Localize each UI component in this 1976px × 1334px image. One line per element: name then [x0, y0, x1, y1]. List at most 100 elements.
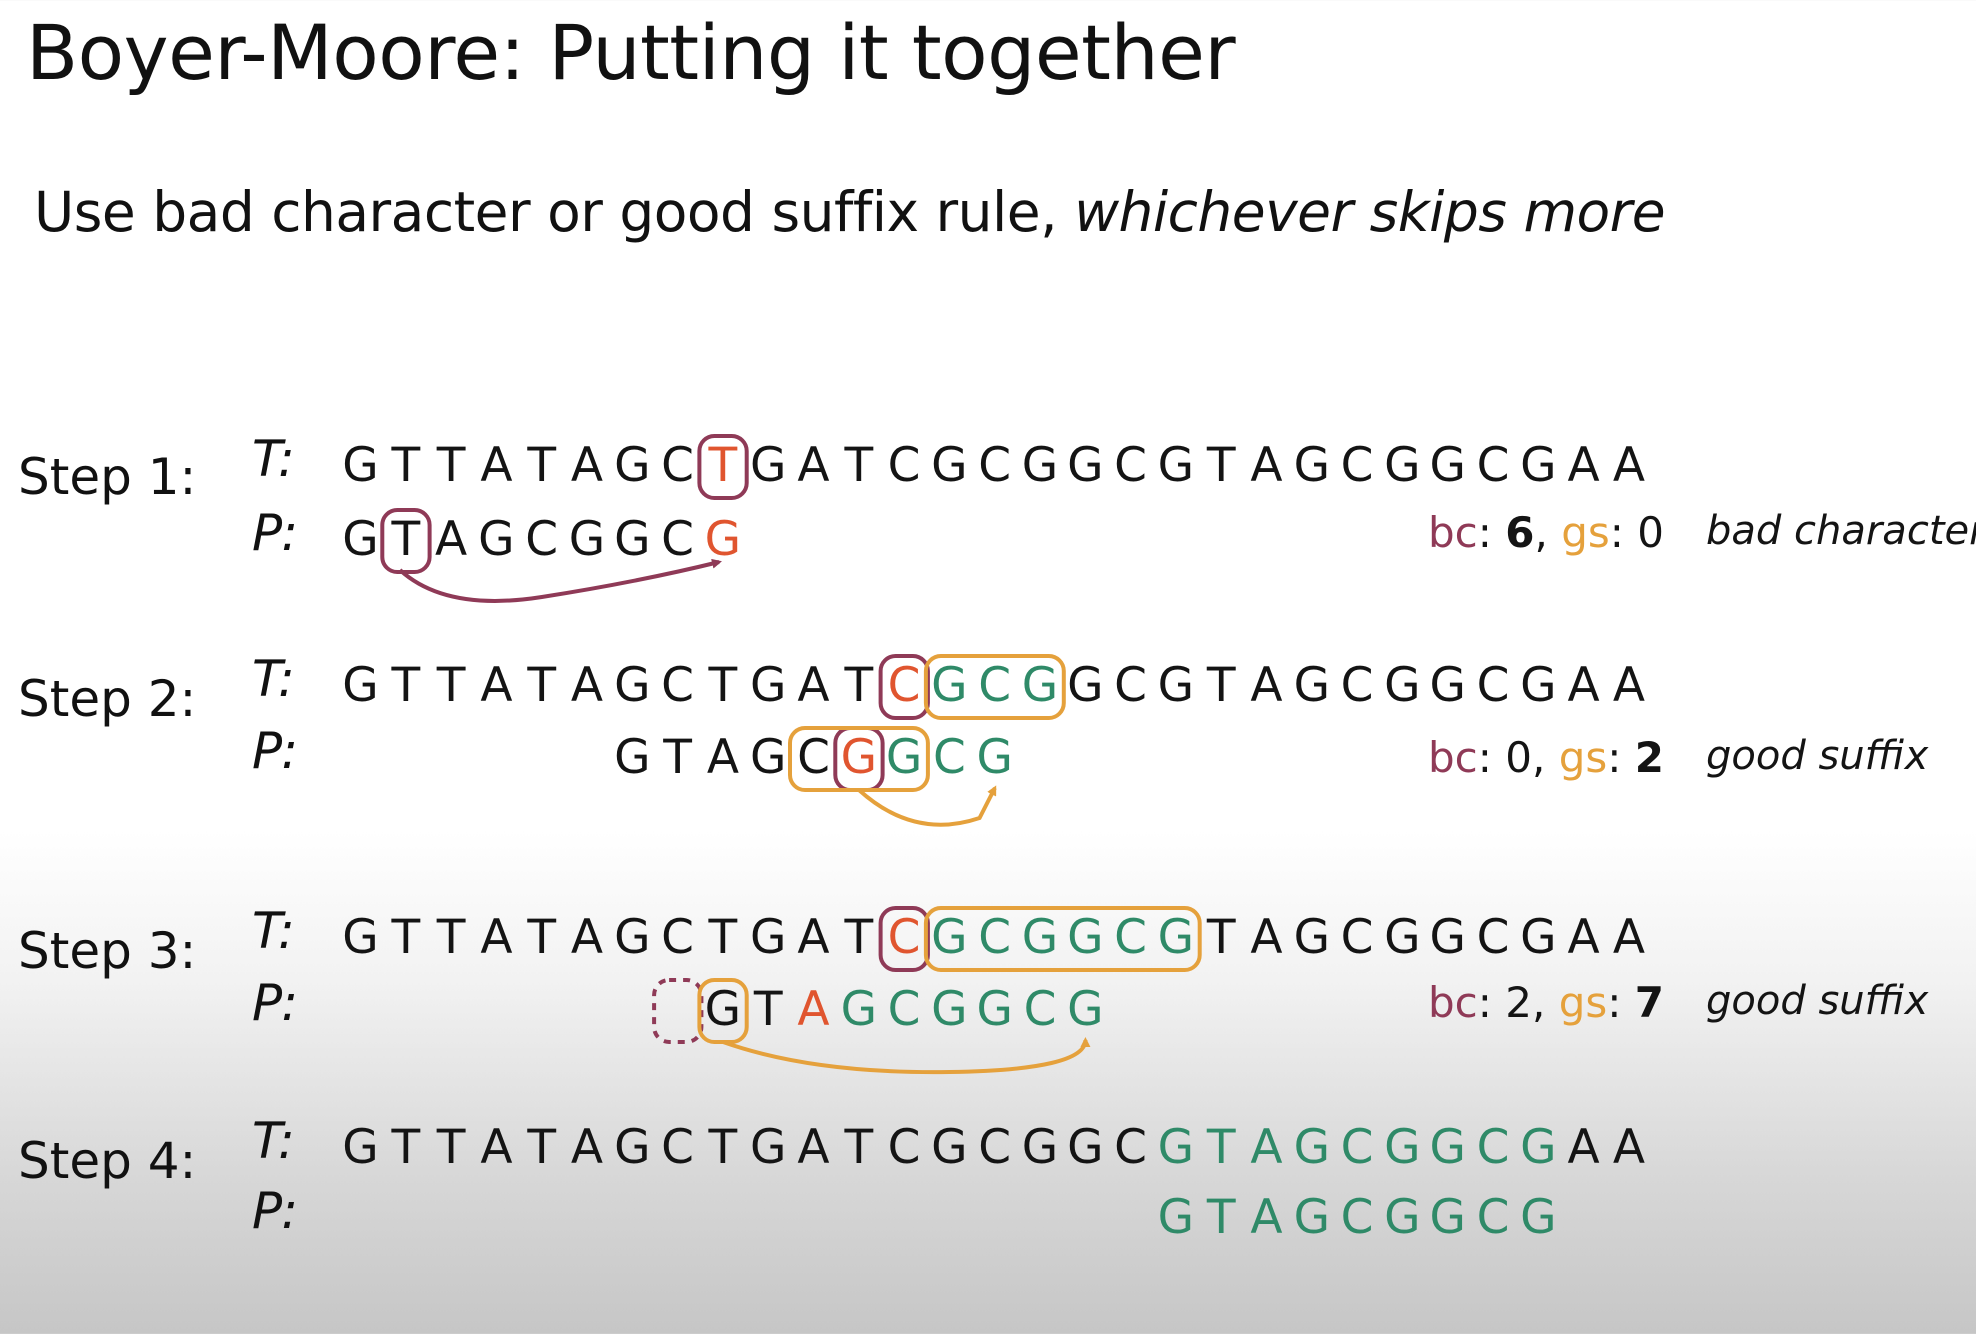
text-char: G [1067, 910, 1104, 965]
colon: : [1477, 978, 1506, 1027]
bc-label: bc [1427, 508, 1478, 557]
text-char: G [931, 658, 968, 713]
text-char: G [1157, 910, 1195, 965]
text-char: T [844, 658, 874, 713]
gs-label: gs [1561, 508, 1610, 557]
text-char: T [844, 438, 874, 493]
text-char: G [1293, 658, 1330, 713]
text-char: T [436, 1120, 466, 1175]
mismatch-text-box [878, 654, 930, 720]
text-char: G [1157, 438, 1195, 493]
text-char: G [1293, 1120, 1330, 1175]
pattern-char: C [525, 512, 559, 567]
text-char: A [1250, 1120, 1283, 1175]
text-char: T [708, 1120, 738, 1175]
text-char: G [342, 658, 379, 713]
bc-label: bc [1427, 733, 1478, 782]
text-char: T [391, 1120, 421, 1175]
text-char: G [1293, 438, 1330, 493]
step-label: Step 2: [18, 670, 197, 728]
text-char: C [887, 658, 921, 713]
text-char: T [1206, 658, 1236, 713]
chosen-rule: good suffix [1706, 978, 1929, 1024]
text-char: G [1520, 658, 1557, 713]
text-char: G [1157, 1120, 1195, 1175]
pattern-char: G [840, 730, 877, 785]
text-char: T [436, 910, 466, 965]
text-char: T [391, 910, 421, 965]
text-char: G [1067, 438, 1104, 493]
bc-label: bc [1427, 978, 1478, 1027]
text-char: G [749, 438, 787, 493]
text-char: C [1340, 1120, 1374, 1175]
text-char: G [1520, 438, 1557, 493]
text-char: G [614, 1120, 651, 1175]
text-char: G [1384, 1120, 1421, 1175]
pattern-row-label: P: [252, 1182, 299, 1240]
pattern-char: C [1476, 1190, 1510, 1245]
text-char: A [1250, 438, 1283, 493]
pattern-char: T [1206, 1190, 1236, 1245]
bad-char-pattern-box [380, 508, 432, 574]
good-suffix-text-box [923, 906, 1202, 972]
text-char: A [570, 1120, 604, 1175]
text-char: G [749, 658, 787, 713]
text-char: T [436, 658, 466, 713]
text-char: T [1206, 438, 1236, 493]
text-char: T [708, 910, 738, 965]
text-row-label: T: [252, 902, 295, 960]
pattern-char: G [704, 982, 742, 1037]
text-char: A [570, 438, 604, 493]
text-char: A [1612, 438, 1645, 493]
pattern-row-label: P: [252, 504, 299, 562]
text-char: G [1384, 910, 1421, 965]
text-char: G [1429, 1120, 1466, 1175]
text-char: A [480, 438, 513, 493]
text-char: C [661, 658, 694, 713]
pattern-char: A [435, 512, 468, 567]
text-char: A [1250, 910, 1283, 965]
gs-label: gs [1558, 733, 1608, 782]
text-char: C [1340, 658, 1374, 713]
text-char: G [1429, 910, 1466, 965]
text-char: C [978, 910, 1012, 965]
chosen-rule: good suffix [1706, 733, 1929, 779]
bad-char-shift-arrow [398, 558, 722, 603]
bc-value: 2 [1505, 978, 1532, 1027]
text-char: A [1612, 910, 1645, 965]
shift-stats: bc: 6, gs: 0 [1428, 508, 1664, 557]
colon: : [1609, 508, 1638, 557]
text-char: G [931, 438, 968, 493]
step-label: Step 1: [18, 448, 197, 506]
text-char: G [1021, 910, 1059, 965]
text-char: T [436, 438, 466, 493]
text-char: C [978, 658, 1012, 713]
pattern-char: G [885, 730, 923, 785]
text-char: G [1384, 658, 1421, 713]
text-char: C [978, 438, 1012, 493]
subtitle-emphasis: whichever skips more [1074, 180, 1666, 244]
text-char: G [1520, 910, 1557, 965]
pattern-char: G [840, 982, 877, 1037]
text-char: G [1429, 658, 1466, 713]
colon: : [1607, 978, 1635, 1027]
pattern-char: C [932, 730, 966, 785]
text-char: G [749, 1120, 787, 1175]
text-char: G [342, 438, 379, 493]
text-char: A [1612, 1120, 1645, 1175]
pattern-char: G [749, 730, 787, 785]
pattern-char: C [887, 982, 921, 1037]
text-char: T [527, 910, 557, 965]
colon: : [1477, 508, 1506, 557]
pattern-char: A [1250, 1190, 1283, 1245]
text-char: A [480, 910, 513, 965]
text-char: G [931, 910, 968, 965]
text-char: A [570, 910, 604, 965]
pattern-char: G [478, 512, 515, 567]
text-char: A [1250, 658, 1283, 713]
text-char: G [1021, 658, 1059, 713]
text-char: A [480, 1120, 513, 1175]
text-char: A [1567, 658, 1600, 713]
text-char: T [391, 658, 421, 713]
pattern-char: C [1340, 1190, 1374, 1245]
